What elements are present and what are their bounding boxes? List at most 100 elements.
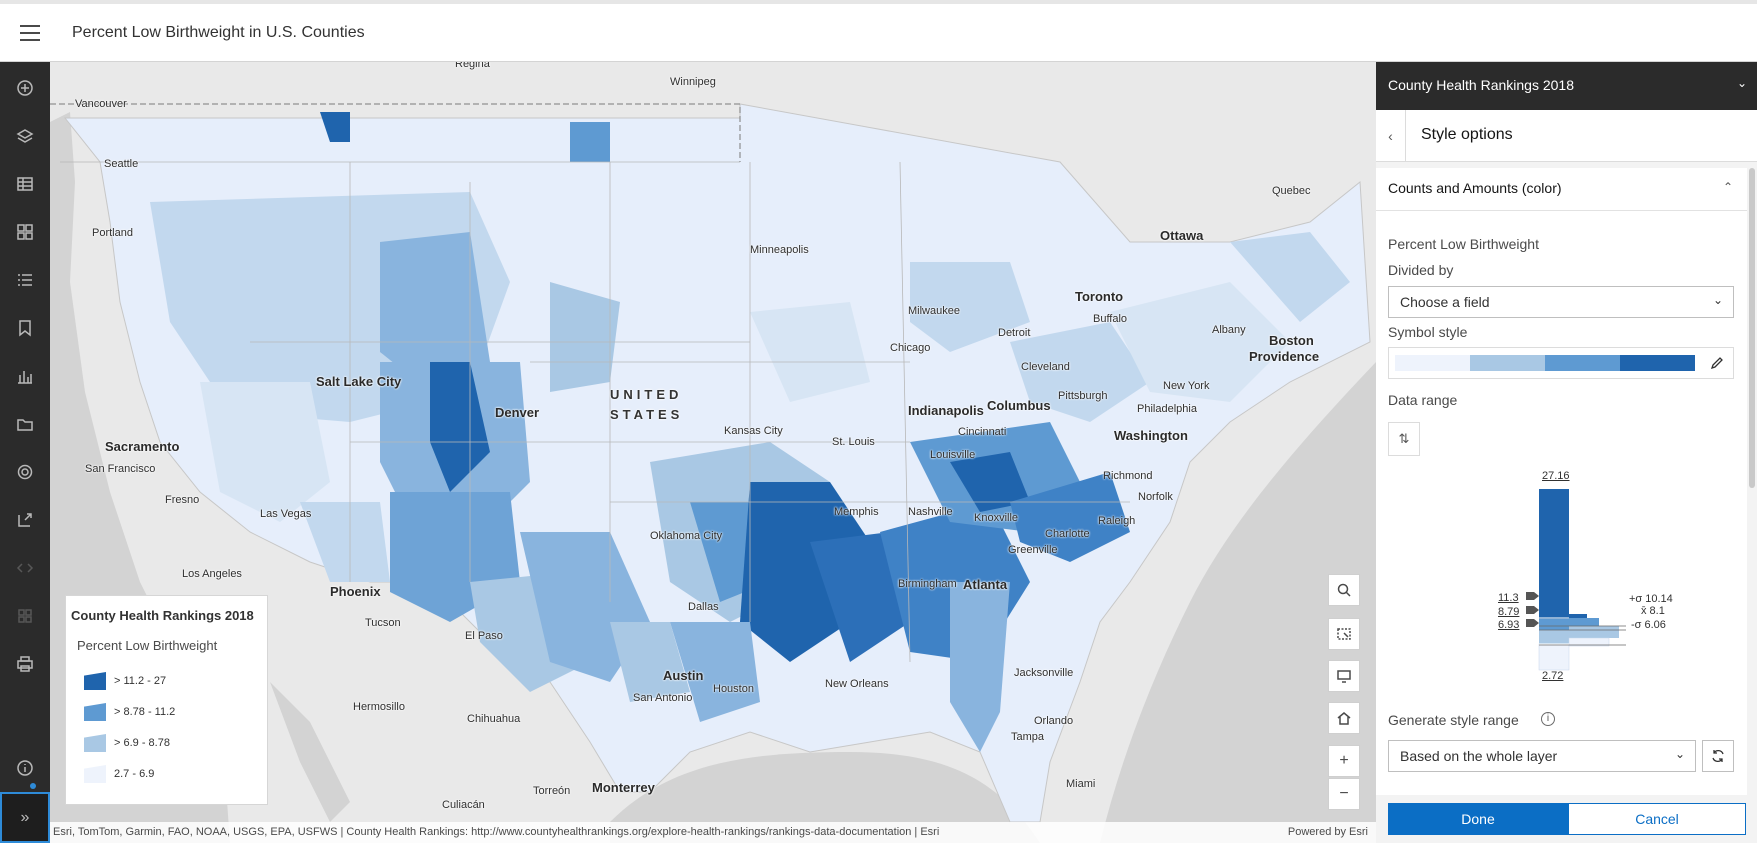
break-handle-label[interactable]: 8.79 bbox=[1498, 606, 1520, 618]
home-button[interactable] bbox=[1328, 702, 1360, 734]
info-icon[interactable]: i bbox=[1541, 712, 1555, 726]
legend-label: > 11.2 - 27 bbox=[114, 675, 167, 687]
legend-label: 2.7 - 6.9 bbox=[114, 768, 155, 780]
ramp-stop bbox=[1395, 355, 1470, 371]
break-handle-label[interactable]: 11.3 bbox=[1498, 592, 1519, 604]
map-label: Atlanta bbox=[963, 577, 1008, 592]
search-button[interactable] bbox=[1328, 574, 1360, 606]
divider bbox=[1376, 210, 1747, 211]
folder-icon[interactable] bbox=[0, 400, 50, 448]
left-toolbar: » bbox=[0, 62, 50, 843]
legend-swatch bbox=[84, 672, 106, 690]
map-label: Vancouver bbox=[75, 98, 127, 110]
symbol-style-label: Symbol style bbox=[1388, 324, 1468, 340]
map-label: Ottawa bbox=[1160, 228, 1204, 243]
legend-swatch bbox=[84, 734, 106, 752]
refresh-button[interactable] bbox=[1702, 740, 1734, 772]
share-icon[interactable] bbox=[0, 496, 50, 544]
search-icon bbox=[1337, 583, 1351, 597]
map-label: Cincinnati bbox=[958, 426, 1007, 438]
generate-style-value: Based on the whole layer bbox=[1400, 748, 1558, 764]
break-handle-label[interactable]: 6.93 bbox=[1498, 619, 1520, 631]
layer-title: County Health Rankings 2018 bbox=[1388, 77, 1575, 93]
divided-by-value: Choose a field bbox=[1400, 294, 1490, 310]
screen-button[interactable] bbox=[1328, 660, 1360, 692]
cancel-button[interactable]: Cancel bbox=[1568, 803, 1746, 835]
map-label: Quebec bbox=[1272, 185, 1311, 197]
add-icon[interactable] bbox=[0, 64, 50, 112]
invert-range-button[interactable]: ⇅ bbox=[1388, 422, 1420, 456]
embed-icon bbox=[0, 544, 50, 592]
map-label: Los Angeles bbox=[182, 568, 242, 580]
map-label: Austin bbox=[663, 668, 704, 683]
menu-icon[interactable] bbox=[20, 25, 40, 41]
zoom-out-button[interactable]: − bbox=[1328, 778, 1360, 810]
map-label: Las Vegas bbox=[260, 508, 312, 520]
zoom-in-button[interactable]: + bbox=[1328, 745, 1360, 777]
legend-item: > 8.78 - 11.2 bbox=[84, 702, 175, 722]
histogram-max[interactable]: 27.16 bbox=[1542, 470, 1570, 482]
map-label: Sacramento bbox=[105, 439, 180, 454]
panel-scrollbar[interactable] bbox=[1749, 168, 1755, 488]
histogram-chart bbox=[1526, 489, 1626, 671]
chevron-down-icon: ⌄ bbox=[1674, 747, 1685, 761]
legend-label: > 8.78 - 11.2 bbox=[114, 706, 176, 718]
info-icon[interactable] bbox=[0, 744, 50, 792]
pencil-icon[interactable] bbox=[1709, 355, 1725, 371]
map-label: Albany bbox=[1212, 324, 1246, 336]
app-title: Percent Low Birthweight in U.S. Counties bbox=[72, 24, 365, 41]
histogram[interactable]: 27.16 2.72 11.3 8.79 6.93 +σ 10.14 x̄ 8.… bbox=[1436, 458, 1726, 688]
table-icon[interactable] bbox=[0, 160, 50, 208]
chevron-left-icon: ‹ bbox=[1388, 128, 1393, 144]
symbol-style-picker[interactable] bbox=[1388, 347, 1734, 379]
generate-style-select[interactable]: Based on the whole layer ⌄ bbox=[1388, 740, 1696, 772]
map-label: Charlotte bbox=[1045, 528, 1090, 540]
map-label: Oklahoma City bbox=[650, 530, 723, 542]
legend-swatch bbox=[84, 703, 106, 721]
map-label: San Antonio bbox=[633, 692, 693, 704]
select-icon bbox=[1337, 628, 1351, 640]
layer-header[interactable]: County Health Rankings 2018 ⌄ bbox=[1376, 62, 1757, 110]
map-label: Dallas bbox=[688, 601, 719, 613]
map-label: Providence bbox=[1249, 349, 1320, 364]
print-icon[interactable] bbox=[0, 640, 50, 688]
done-button[interactable]: Done bbox=[1388, 803, 1568, 835]
layers-icon[interactable] bbox=[0, 112, 50, 160]
field-name: Percent Low Birthweight bbox=[1388, 236, 1539, 252]
chevron-down-icon[interactable]: ⌄ bbox=[1736, 76, 1747, 90]
settings-icon[interactable] bbox=[0, 448, 50, 496]
expand-toolbar-button[interactable]: » bbox=[0, 792, 50, 843]
map-label: Memphis bbox=[834, 506, 879, 518]
panel-subheader: ‹ Style options bbox=[1376, 110, 1757, 162]
map-label: Raleigh bbox=[1098, 515, 1136, 527]
map-label: Louisville bbox=[930, 449, 976, 461]
bookmark-icon[interactable] bbox=[0, 304, 50, 352]
color-ramp bbox=[1395, 355, 1695, 371]
back-button[interactable]: ‹ bbox=[1376, 110, 1406, 162]
map-label: Houston bbox=[713, 683, 754, 695]
histogram-min[interactable]: 2.72 bbox=[1542, 670, 1564, 682]
select-button[interactable] bbox=[1328, 618, 1360, 650]
basemap-icon[interactable] bbox=[0, 208, 50, 256]
map-label: Minneapolis bbox=[750, 244, 809, 256]
map-label: Torreón bbox=[533, 785, 571, 797]
legend-icon[interactable] bbox=[0, 256, 50, 304]
map-label: Toronto bbox=[1075, 289, 1124, 304]
swap-icon: ⇅ bbox=[1398, 431, 1410, 446]
map-label: Orlando bbox=[1034, 715, 1074, 727]
map-label: St. Louis bbox=[832, 436, 875, 448]
map-attribution: Esri, TomTom, Garmin, FAO, NOAA, USGS, E… bbox=[50, 822, 1376, 843]
chevron-up-icon[interactable]: ⌃ bbox=[1722, 180, 1733, 194]
notification-dot bbox=[30, 783, 36, 789]
map-label: Knoxville bbox=[974, 512, 1019, 524]
map-view[interactable]: Regina Winnipeg Vancouver Seattle Portla… bbox=[50, 62, 1376, 843]
legend-item: > 6.9 - 8.78 bbox=[84, 733, 170, 753]
legend-item: > 11.2 - 27 bbox=[84, 671, 166, 691]
map-label: Philadelphia bbox=[1137, 403, 1197, 415]
divided-by-select[interactable]: Choose a field ⌄ bbox=[1388, 286, 1734, 318]
charts-icon[interactable] bbox=[0, 352, 50, 400]
generate-style-label: Generate style range bbox=[1388, 712, 1519, 728]
map-label: Regina bbox=[455, 62, 490, 70]
map-label: Cleveland bbox=[1021, 361, 1070, 373]
section-title[interactable]: Counts and Amounts (color) bbox=[1388, 180, 1562, 196]
